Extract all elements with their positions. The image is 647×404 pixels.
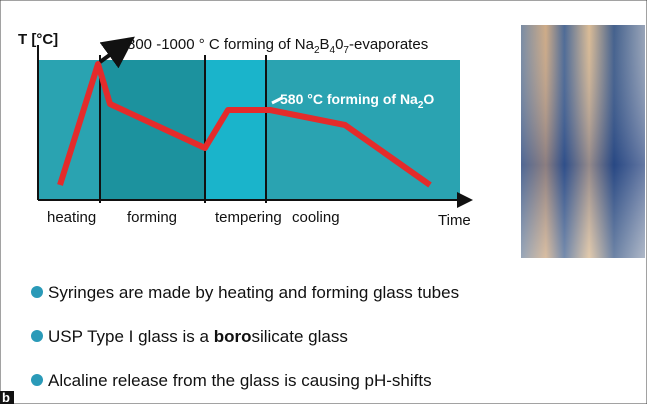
phase-label: forming	[127, 209, 177, 226]
bullet-dot	[31, 286, 43, 298]
bullet-list: Syringes are made by heating and forming…	[31, 283, 459, 390]
corner-box	[0, 391, 14, 404]
temperature-curve	[57, 61, 432, 188]
arrow	[98, 36, 135, 69]
phase-label: heating	[47, 209, 96, 226]
bullet-dot	[31, 330, 43, 342]
bullet-text: USP Type I glass is a borosilicate glass	[48, 327, 348, 346]
phase-label: cooling	[292, 209, 340, 226]
bullet-text: Alcaline release from the glass is causi…	[48, 371, 432, 390]
annotation: 800 -1000 ° C forming of Na2B407-evapora…	[127, 36, 428, 56]
phase-label: tempering	[215, 209, 282, 226]
x-axis-label: Time	[438, 212, 471, 229]
arrow	[271, 96, 283, 105]
annotation: 580 °C forming of Na2O	[280, 91, 434, 111]
bullet-text: Syringes are made by heating and forming…	[48, 283, 459, 302]
photo-overlay	[521, 25, 645, 258]
y-axis-label: T [°C]	[18, 31, 58, 48]
bullet-dot	[31, 374, 43, 386]
corner-label: b	[2, 390, 10, 404]
phase-band	[100, 60, 205, 200]
